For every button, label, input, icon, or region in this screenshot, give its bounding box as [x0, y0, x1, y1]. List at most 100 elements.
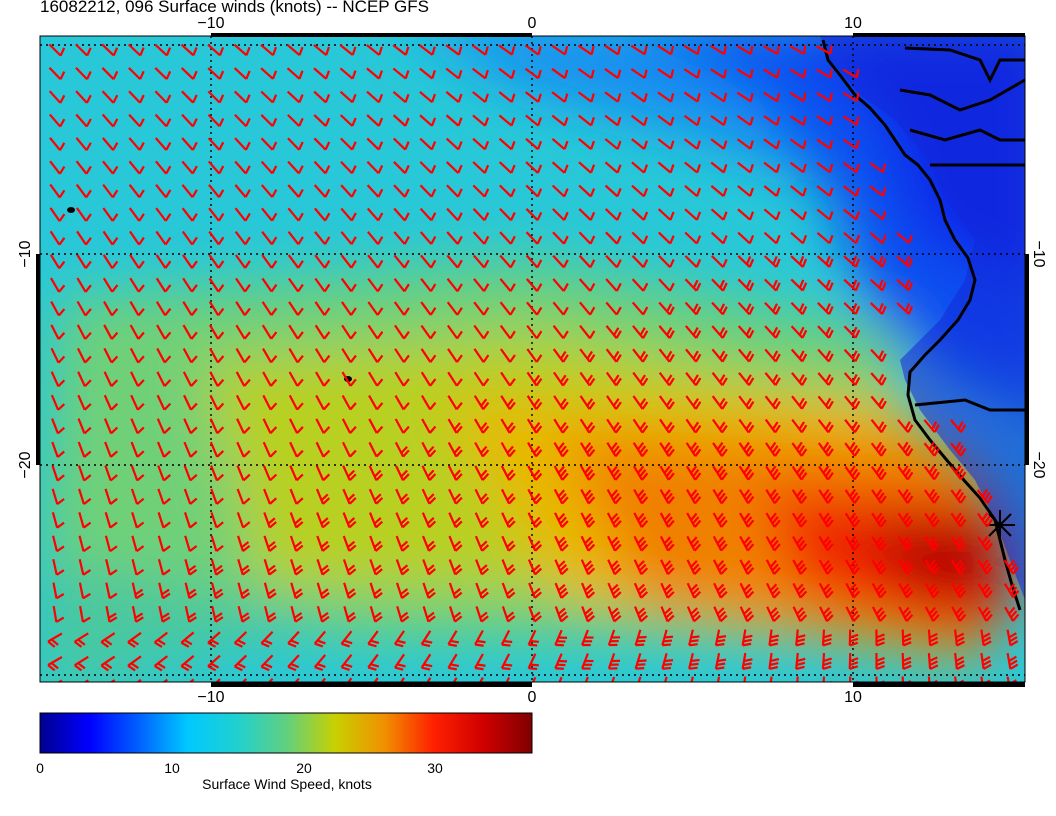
wind-barb-icon — [394, 371, 410, 387]
wind-barb-icon — [127, 43, 145, 57]
wind-barb-icon — [525, 91, 542, 103]
wind-barb-icon — [287, 160, 304, 175]
wind-barb-icon — [74, 632, 89, 648]
wind-barb-icon — [421, 465, 437, 481]
wind-barb-icon — [209, 441, 225, 458]
wind-barb-icon — [130, 371, 145, 387]
wind-barb-icon — [210, 559, 224, 576]
wind-barb-icon — [366, 67, 384, 80]
wind-barb-icon — [420, 653, 433, 671]
wind-barb-icon — [184, 582, 198, 600]
wind-barb-icon — [950, 535, 967, 551]
wind-barb-icon — [52, 582, 65, 600]
wind-barb-icon — [366, 90, 384, 104]
wind-barb-icon — [711, 372, 728, 386]
wind-barb-icon — [579, 348, 596, 363]
wind-barb-icon — [817, 441, 834, 457]
wind-barb-icon — [263, 512, 277, 529]
wind-barb-icon — [49, 183, 66, 199]
wind-barb-icon — [472, 91, 489, 103]
wind-barb-icon — [79, 605, 91, 623]
wind-barb-icon — [314, 324, 331, 340]
wind-barb-icon — [738, 418, 755, 434]
wind-barb-icon — [155, 160, 172, 175]
wind-barb-icon — [712, 489, 728, 505]
wind-barb-icon — [551, 184, 569, 198]
wind-barb-icon — [261, 324, 278, 340]
wind-barb-icon — [420, 301, 437, 316]
colorbar-tick-label: 10 — [164, 760, 180, 776]
wind-barb-icon — [977, 512, 993, 528]
colorbar-label: Surface Wind Speed, knots — [202, 776, 372, 792]
wind-barb-icon — [183, 488, 198, 505]
wind-barb-icon — [368, 418, 384, 434]
wind-barb-icon — [157, 488, 171, 505]
wind-barb-icon — [525, 278, 543, 292]
wind-barb-icon — [897, 441, 914, 457]
wind-barb-icon — [686, 582, 702, 599]
wind-barb-icon — [157, 535, 171, 553]
wind-barb-icon — [366, 114, 384, 127]
wind-barb-icon — [553, 418, 569, 434]
wind-barb-icon — [157, 558, 171, 576]
wind-barb-icon — [287, 184, 304, 198]
wind-barb-icon — [528, 582, 542, 599]
wind-barb-icon — [474, 441, 490, 458]
wind-barb-icon — [525, 254, 543, 269]
wind-barb-icon — [659, 512, 675, 528]
wind-barb-icon — [102, 230, 119, 246]
wind-barb-icon — [210, 465, 225, 482]
wind-barb-icon — [446, 254, 463, 269]
wind-barb-icon — [286, 90, 304, 104]
wind-barb-icon — [339, 44, 357, 56]
wind-barb-icon — [48, 113, 66, 128]
wind-barb-icon — [104, 535, 118, 553]
wind-barb-icon — [633, 559, 649, 576]
wind-barb-icon — [686, 606, 702, 623]
wind-barb-icon — [632, 395, 649, 410]
wind-barb-icon — [474, 535, 490, 552]
wind-barb-icon — [315, 371, 331, 387]
wind-barb-icon — [711, 301, 728, 316]
wind-barb-icon — [923, 465, 940, 481]
wind-barb-icon — [422, 535, 437, 552]
wind-barb-icon — [501, 535, 516, 552]
wind-barb-icon — [845, 606, 861, 622]
colorbar-tick-label: 30 — [427, 760, 443, 776]
wind-barb-icon — [339, 67, 357, 80]
wind-barb-icon — [712, 465, 728, 481]
wind-barb-icon — [525, 208, 543, 221]
wind-barb-icon — [236, 512, 251, 529]
wind-barb-icon — [927, 629, 939, 647]
wind-barb-icon — [605, 254, 622, 269]
wind-barb-icon — [661, 629, 674, 647]
wind-barb-icon — [816, 138, 834, 150]
wind-barb-icon — [473, 395, 490, 410]
wind-barb-icon — [657, 231, 675, 245]
wind-barb-icon — [313, 44, 330, 56]
wind-barb-icon — [156, 347, 172, 364]
wind-barb-icon — [316, 559, 330, 576]
wind-barb-icon — [870, 395, 887, 410]
wind-barb-icon — [105, 582, 118, 600]
wind-barb-icon — [131, 558, 145, 576]
wind-barb-icon — [264, 605, 277, 623]
wind-barb-icon — [287, 630, 300, 648]
wind-barb-icon — [51, 511, 65, 529]
wind-barb-icon — [791, 441, 808, 457]
wind-barb-icon — [951, 606, 967, 622]
wind-barb-icon — [342, 465, 357, 482]
wind-barb-icon — [155, 301, 172, 317]
wind-barb-icon — [1006, 652, 1019, 670]
wind-barb-icon — [605, 325, 622, 339]
wind-barb-icon — [208, 184, 225, 198]
wind-barb-icon — [871, 559, 887, 575]
wind-barb-icon — [234, 207, 251, 222]
wind-barb-icon — [76, 277, 92, 293]
location-star-icon — [985, 510, 1015, 540]
wind-barb-icon — [392, 114, 410, 127]
wind-barb-icon — [395, 582, 410, 599]
wind-barb-icon — [739, 512, 755, 528]
wind-barb-icon — [260, 184, 278, 198]
wind-barb-icon — [105, 605, 118, 623]
